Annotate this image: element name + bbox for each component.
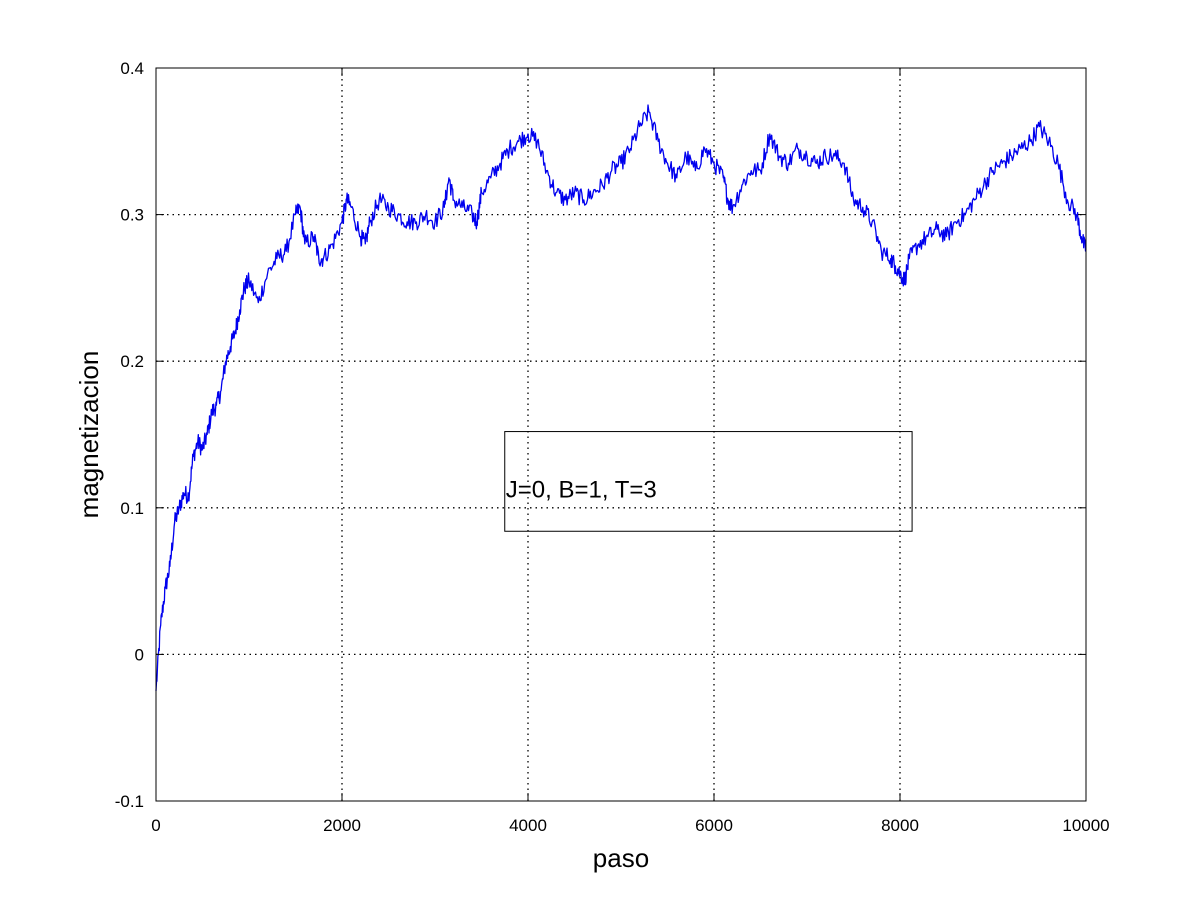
y-tick-label: 0.4 [120, 59, 144, 78]
x-tick-label: 0 [151, 816, 160, 835]
x-tick-label: 6000 [695, 816, 733, 835]
y-tick-label: 0.3 [120, 206, 144, 225]
ticks: 0 2000 4000 6000 8000 10000 -0.1 0 0.1 0.2 0.3 0.4 [115, 59, 1110, 835]
annotation-box [504, 431, 913, 532]
annotation-text: J=0, B=1, T=3 [506, 477, 657, 504]
y-tick-label: 0.1 [120, 499, 144, 518]
x-tick-label: 8000 [881, 816, 919, 835]
y-axis-label: magnetizacion [74, 351, 104, 519]
x-tick-label: 2000 [323, 816, 361, 835]
x-tick-label: 4000 [509, 816, 547, 835]
x-axis-label: paso [593, 843, 649, 873]
series-line [155, 104, 1087, 692]
grid [156, 68, 1086, 801]
series-layer [155, 104, 1087, 692]
annotation: J=0, B=1, T=3 [504, 431, 913, 532]
plot-frame [155, 67, 1087, 802]
y-tick-label: 0 [135, 645, 144, 664]
y-tick-label: -0.1 [115, 792, 144, 811]
x-tick-label: 10000 [1062, 816, 1109, 835]
y-tick-label: 0.2 [120, 352, 144, 371]
